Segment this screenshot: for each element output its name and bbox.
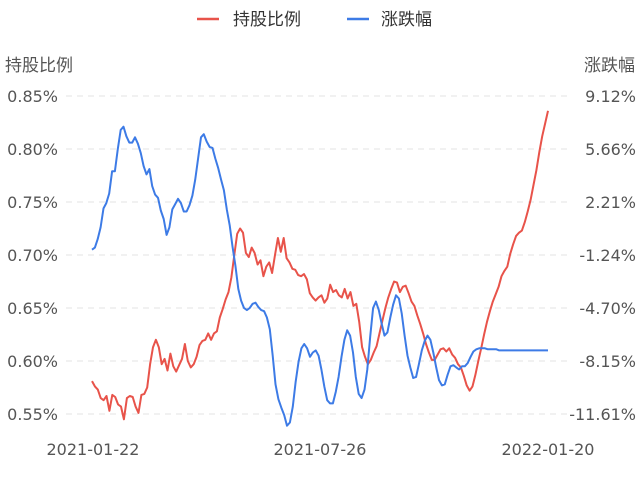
left-tick-0: 0.85% [7, 87, 58, 106]
x-tick-0: 2021-01-22 [47, 440, 140, 459]
left-tick-5: 0.60% [7, 352, 58, 371]
right-tick-4: -4.70% [579, 299, 636, 318]
right-tick-0: 9.12% [585, 87, 636, 106]
left-tick-3: 0.70% [7, 246, 58, 265]
right-tick-1: 5.66% [585, 140, 636, 159]
left-tick-6: 0.55% [7, 405, 58, 424]
left-axis-title: 持股比例 [5, 56, 73, 76]
right-tick-5: -8.15% [579, 352, 636, 371]
gridlines [66, 95, 567, 415]
x-axis-ticks: 2021-01-22 2021-07-26 2022-01-20 [47, 440, 595, 459]
left-tick-4: 0.65% [7, 299, 58, 318]
x-tick-2: 2022-01-20 [502, 440, 595, 459]
right-tick-2: 2.21% [585, 193, 636, 212]
right-tick-6: -11.61% [569, 405, 636, 424]
legend-label-holding-ratio: 持股比例 [233, 10, 301, 30]
right-axis-ticks: 9.12% 5.66% 2.21% -1.24% -4.70% -8.15% -… [569, 87, 636, 424]
x-tick-1: 2021-07-26 [274, 440, 367, 459]
series-lines [91, 110, 549, 427]
left-axis-ticks: 0.85% 0.80% 0.75% 0.70% 0.65% 0.60% 0.55… [7, 87, 58, 424]
series-line-holding-ratio [91, 110, 549, 421]
series-line-change [91, 125, 548, 427]
right-tick-3: -1.24% [579, 246, 636, 265]
right-axis-title: 涨跌幅 [584, 56, 635, 76]
legend-label-change: 涨跌幅 [381, 10, 432, 30]
left-tick-2: 0.75% [7, 193, 58, 212]
legend[interactable]: 持股比例 涨跌幅 [197, 10, 432, 30]
left-tick-1: 0.80% [7, 140, 58, 159]
